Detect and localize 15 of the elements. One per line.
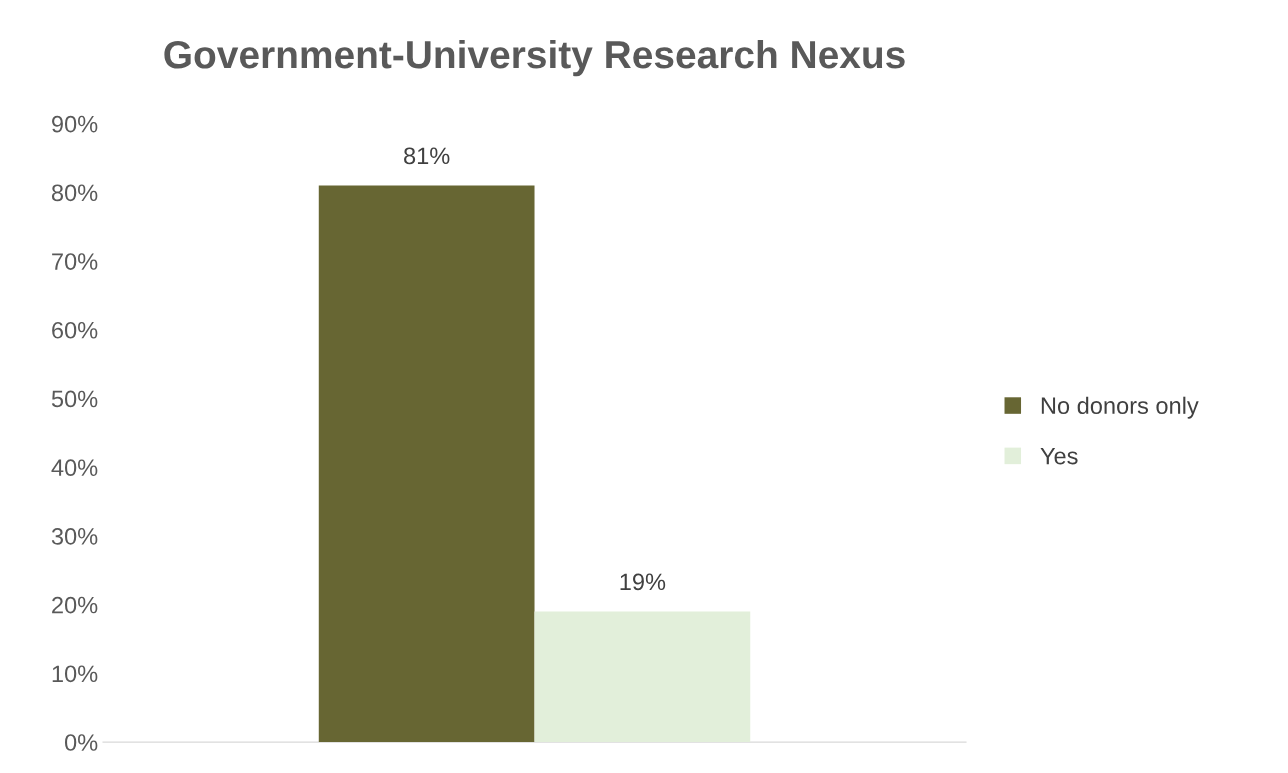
y-tick-label: 90% [52, 115, 98, 133]
y-tick-label: 80% [51, 184, 98, 202]
chart-title: Government-University Research Nexus [164, 39, 905, 77]
y-tick-label: 70% [52, 253, 98, 270]
y-tick-label: 10% [52, 665, 98, 683]
legend-label: No donors only [1041, 396, 1199, 419]
y-tick-label: 50% [51, 390, 98, 408]
y-tick-label: 40% [51, 459, 98, 477]
y-tick-label: 20% [52, 596, 98, 614]
data-label: 19% [620, 573, 666, 591]
y-tick-label: 30% [51, 528, 98, 545]
data-label: 81% [404, 147, 450, 165]
y-tick-label: 0% [64, 734, 98, 751]
legend-label: Yes [1040, 447, 1078, 465]
y-tick-label: 60% [52, 321, 98, 339]
